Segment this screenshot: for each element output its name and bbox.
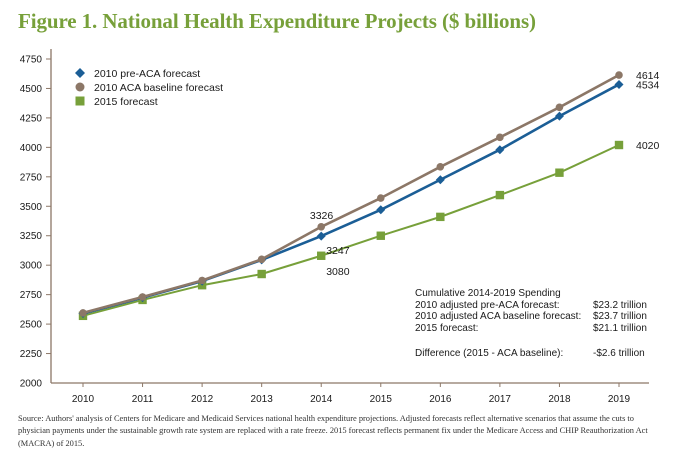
x-ticks: 2010 2011 2012 2013 2014 2015 2016 2017 2018 2019 — [72, 383, 631, 405]
summary-row-value: $23.7 trillion — [593, 311, 647, 322]
y-tick-label: 4000 — [20, 143, 43, 154]
data-point-circle — [79, 309, 87, 317]
data-point-diamond — [376, 205, 386, 215]
data-label: 3247 — [326, 245, 350, 257]
x-tick-label: 2016 — [429, 394, 452, 405]
legend-item-2015-forecast: 2015 forecast — [75, 96, 158, 108]
legend: 2010 pre-ACA forecast 2010 ACA baseline … — [75, 68, 223, 108]
series-circle — [79, 71, 623, 317]
data-label: 3326 — [310, 210, 334, 222]
data-point-circle — [317, 222, 326, 231]
x-axis: 2010 2011 2012 2013 2014 2015 2016 2017 2018 2019 — [51, 382, 649, 405]
data-point-circle — [257, 255, 266, 264]
data-point-diamond — [435, 175, 445, 185]
x-tick-label: 2012 — [191, 394, 214, 405]
data-point-square — [436, 212, 445, 222]
summary-row-label: 2010 adjusted pre-ACA forecast: — [415, 300, 560, 311]
legend-item-aca-baseline: 2010 ACA baseline forecast — [75, 82, 223, 94]
data-point-diamond — [316, 231, 326, 241]
summary-row-label: 2010 adjusted ACA baseline forecast: — [415, 311, 581, 322]
data-label: 3080 — [326, 266, 350, 278]
data-point-square — [614, 140, 624, 150]
y-tick-label: 2500 — [20, 320, 43, 331]
legend-label-pre-aca: 2010 pre-ACA forecast — [94, 68, 200, 80]
series-line — [82, 144, 620, 317]
summary-heading: Cumulative 2014-2019 Spending — [415, 288, 561, 299]
y-tick-label: 4250 — [20, 113, 43, 124]
x-tick-label: 2018 — [548, 394, 571, 405]
chart-title: Figure 1. National Health Expenditure Pr… — [18, 9, 536, 33]
legend-diamond-marker — [75, 68, 85, 78]
y-tick-label: 2000 — [20, 379, 43, 390]
data-point-square — [555, 168, 564, 177]
summary-difference-value: -$2.6 trillion — [593, 348, 645, 359]
data-point-circle — [615, 71, 623, 79]
x-tick-label: 2013 — [251, 394, 274, 405]
legend-label-aca-baseline: 2010 ACA baseline forecast — [94, 82, 223, 94]
legend-label-2015-forecast: 2015 forecast — [94, 96, 158, 108]
legend-circle-marker — [75, 82, 85, 92]
data-label: 4020 — [636, 140, 660, 152]
x-tick-label: 2015 — [370, 394, 393, 405]
data-label: 4614 — [636, 70, 660, 82]
data-point-circle — [496, 133, 504, 142]
y-tick-label: 3500 — [20, 202, 43, 213]
data-point-square — [495, 190, 505, 200]
y-tick-label: 2750 — [20, 290, 43, 301]
data-point-diamond — [495, 145, 505, 155]
data-point-square — [317, 251, 326, 260]
series-line — [82, 73, 620, 315]
source-footnote: Source: Authors' analysis of Centers for… — [18, 414, 648, 448]
summary-row-value: $23.2 trillion — [593, 300, 647, 311]
y-tick-label: 3000 — [20, 261, 43, 272]
y-tick-label: 2250 — [20, 349, 43, 360]
y-tick-label: 4500 — [20, 84, 43, 95]
legend-item-pre-aca: 2010 pre-ACA forecast — [75, 68, 200, 80]
x-tick-label: 2010 — [72, 394, 95, 405]
summary-row-label: 2015 forecast: — [415, 323, 478, 334]
x-tick-label: 2011 — [132, 394, 154, 405]
data-point-circle — [436, 163, 445, 171]
data-point-circle — [555, 103, 564, 112]
summary-box: Cumulative 2014-2019 Spending 2010 adjus… — [415, 288, 647, 359]
y-axis: 2000 2250 2500 2750 3000 3250 3500 2750 4000 4250… — [20, 49, 52, 390]
series-layer — [78, 71, 624, 321]
data-point-diamond — [554, 111, 564, 121]
data-point-circle — [376, 194, 385, 202]
data-point-circle — [138, 293, 147, 301]
summary-row-value: $21.1 trillion — [593, 323, 647, 334]
summary-difference-label: Difference (2015 - ACA baseline): — [415, 348, 563, 359]
legend-square-marker — [75, 96, 85, 106]
y-tick-label: 3250 — [20, 231, 43, 242]
data-point-circle — [198, 276, 206, 285]
x-tick-label: 2017 — [489, 394, 512, 405]
x-tick-label: 2014 — [310, 394, 333, 405]
data-point-square — [376, 231, 385, 240]
y-tick-label: 2750 — [20, 172, 43, 183]
y-tick-label: 4750 — [20, 55, 43, 66]
data-label: 4534 — [636, 79, 660, 91]
y-ticks: 2000 2250 2500 2750 3000 3250 3500 2750 4000 4250… — [20, 55, 51, 390]
data-point-diamond — [614, 79, 624, 89]
data-point-square — [257, 269, 266, 279]
x-tick-label: 2019 — [608, 394, 631, 405]
